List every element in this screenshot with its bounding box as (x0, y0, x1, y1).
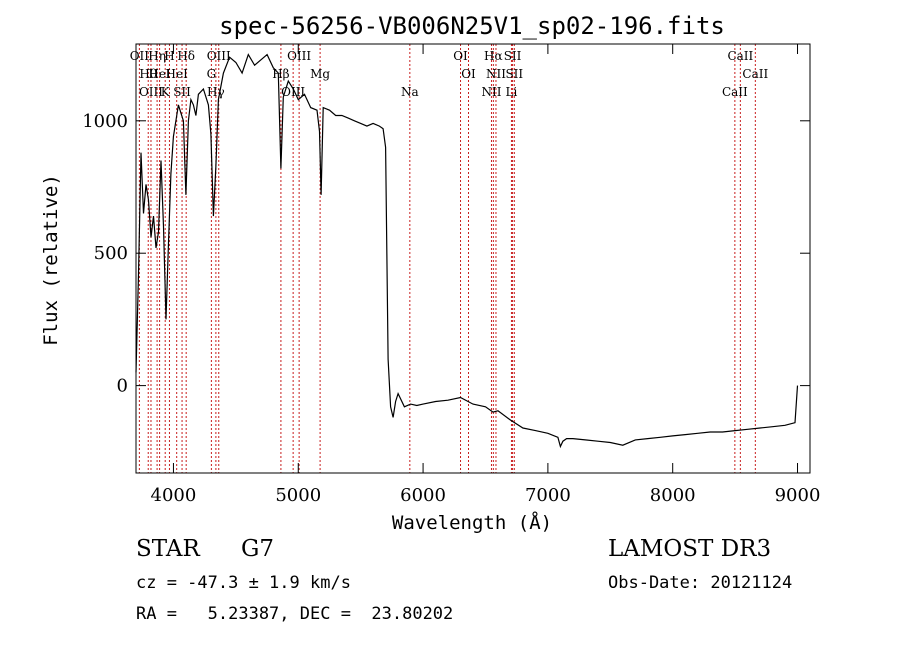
emission-line-label: CaII (727, 49, 753, 63)
y-tick-label: 1000 (82, 111, 128, 132)
x-tick-label: 9000 (775, 485, 821, 506)
emission-line-label: NII (486, 67, 506, 81)
emission-line-label: Hα (484, 49, 503, 63)
emission-line-label: NII (481, 85, 501, 99)
observation-date: Obs-Date: 20121124 (608, 573, 793, 593)
emission-line-labels: OIIHθOIIIHηHeIKHHeISIIHδGHγOIIIHβOIIIOII… (130, 49, 769, 99)
coordinates-readout: RA = 5.23387, DEC = 23.80202 (136, 604, 454, 624)
emission-line-label: Hη (148, 49, 166, 63)
emission-line-label: H (164, 49, 174, 63)
emission-line-label: OIII (139, 85, 163, 99)
y-axis-label: Flux (relative) (40, 174, 62, 346)
x-tick-label: 4000 (151, 485, 197, 506)
emission-line-label: CaII (722, 85, 748, 99)
emission-line-label: Hγ (207, 85, 225, 99)
emission-line-label: OI (453, 49, 468, 63)
emission-line-label: SII (504, 49, 522, 63)
y-tick-label: 500 (94, 243, 128, 264)
emission-line-label: Mg (310, 67, 330, 81)
emission-line-label: OIII (281, 85, 305, 99)
emission-line-label: Na (401, 85, 419, 99)
emission-line-label: CaII (742, 67, 768, 81)
emission-line-label: Hδ (177, 49, 195, 63)
emission-line-label: OI (461, 67, 476, 81)
x-axis: 4000 5000 6000 7000 8000 9000 (151, 44, 821, 506)
x-axis-label: Wavelength (Å) (392, 511, 552, 534)
emission-line-label: OIII (287, 49, 311, 63)
survey-name: LAMOST DR3 (608, 536, 772, 562)
x-tick-label: 6000 (400, 485, 446, 506)
emission-line-label: Hθ (139, 67, 157, 81)
emission-line-label: Li (506, 85, 518, 99)
redshift-readout: cz = -47.3 ± 1.9 km/s (136, 573, 351, 593)
emission-line-label: K (161, 85, 171, 99)
plot-frame (135, 43, 811, 474)
emission-lines (138, 44, 756, 473)
emission-line-label: SII (173, 85, 191, 99)
emission-line-label: OIII (207, 49, 231, 63)
chart-title: spec-56256-VB006N25V1_sp02-196.fits (219, 12, 725, 40)
emission-line-label: OII (130, 49, 150, 63)
emission-line-label: G (207, 67, 217, 81)
emission-line-label: SII (505, 67, 523, 81)
emission-line-label: HeI (148, 67, 171, 81)
emission-line-label: HeI (166, 67, 189, 81)
x-tick-label: 5000 (275, 485, 321, 506)
spectrum-line (135, 53, 799, 449)
y-axis: 0 500 1000 (82, 111, 810, 397)
x-tick-label: 7000 (525, 485, 571, 506)
x-tick-label: 8000 (650, 485, 696, 506)
object-class: STAR (136, 536, 200, 562)
y-tick-label: 0 (117, 376, 128, 397)
object-subclass: G7 (241, 536, 275, 562)
